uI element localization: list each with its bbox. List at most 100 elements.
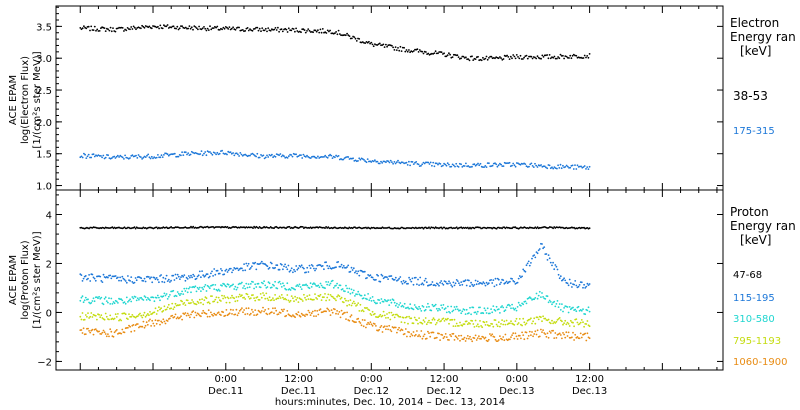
data-point [304, 31, 307, 34]
data-point [528, 318, 531, 321]
data-point [247, 307, 250, 310]
data-point [303, 293, 305, 296]
data-point [334, 308, 336, 311]
data-point [368, 323, 371, 325]
data-point [562, 310, 564, 313]
data-point [392, 46, 394, 49]
data-point [517, 301, 520, 304]
data-point [369, 297, 372, 299]
data-point [285, 28, 288, 31]
proton-ylabel-line2: log(Proton Flux) [20, 240, 31, 319]
data-point [514, 165, 517, 168]
data-point [134, 296, 137, 298]
data-point [401, 282, 404, 285]
data-point [289, 269, 292, 272]
data-point [472, 285, 475, 287]
data-point [224, 296, 227, 299]
data-point [179, 278, 181, 280]
data-point [339, 298, 342, 300]
data-point [380, 273, 383, 276]
data-point [182, 303, 185, 305]
data-point [162, 309, 165, 312]
data-point [202, 303, 205, 306]
data-point [131, 296, 134, 298]
data-point [460, 281, 463, 283]
data-point [114, 157, 117, 159]
data-point [142, 280, 145, 282]
data-point [301, 157, 304, 159]
data-point [160, 154, 163, 157]
data-point [439, 339, 441, 341]
data-point [528, 264, 531, 267]
data-point [314, 283, 316, 286]
data-point [538, 248, 541, 250]
data-point [225, 285, 228, 288]
data-point [540, 164, 542, 166]
data-point [480, 325, 482, 327]
data-point [367, 293, 369, 295]
data-point [206, 315, 209, 318]
data-point [486, 283, 489, 286]
data-point [549, 322, 552, 325]
data-point [409, 335, 412, 338]
data-point [555, 265, 558, 268]
data-point [274, 155, 277, 158]
data-point [191, 276, 194, 279]
data-point [475, 339, 478, 341]
proton-legend-115-195: 115-195 [733, 293, 775, 304]
data-point [463, 165, 466, 167]
data-point [355, 321, 357, 323]
data-point [337, 294, 340, 296]
data-point [565, 331, 568, 334]
data-point [306, 284, 309, 287]
data-point [325, 226, 327, 228]
data-point [346, 32, 348, 35]
data-point [192, 301, 195, 303]
data-point [245, 262, 248, 265]
data-point [335, 154, 337, 157]
data-point [82, 301, 85, 304]
data-point [294, 288, 296, 291]
data-point [213, 300, 216, 303]
data-point [272, 297, 274, 299]
data-point [278, 280, 281, 283]
data-point [584, 287, 587, 289]
data-point [433, 318, 436, 321]
data-point [115, 155, 118, 158]
data-point [100, 27, 102, 30]
data-point [406, 335, 408, 338]
data-point [140, 296, 143, 299]
data-point [345, 299, 347, 302]
data-point [279, 283, 282, 285]
data-point [454, 165, 456, 168]
data-point [234, 313, 237, 316]
data-point [423, 162, 426, 165]
proton-data-points [79, 225, 591, 343]
data-point [192, 225, 195, 228]
data-point [80, 274, 83, 276]
data-point [429, 335, 432, 338]
data-point [466, 335, 469, 337]
data-point [412, 308, 415, 311]
data-point [536, 55, 539, 58]
data-point [213, 268, 216, 270]
data-point [310, 286, 313, 288]
data-point [263, 280, 265, 283]
data-point [90, 312, 93, 314]
data-point [522, 58, 524, 60]
data-point [453, 284, 456, 287]
data-point [183, 274, 186, 276]
data-point [387, 278, 389, 280]
data-point [499, 283, 501, 286]
data-point [425, 281, 428, 284]
data-point [392, 313, 395, 316]
data-point [160, 307, 163, 310]
data-point [511, 303, 513, 306]
data-point [169, 294, 171, 296]
data-point [127, 301, 129, 303]
data-point [87, 298, 89, 301]
data-point [180, 292, 182, 295]
data-point [136, 323, 139, 325]
data-point [226, 271, 229, 273]
data-point [500, 57, 502, 59]
